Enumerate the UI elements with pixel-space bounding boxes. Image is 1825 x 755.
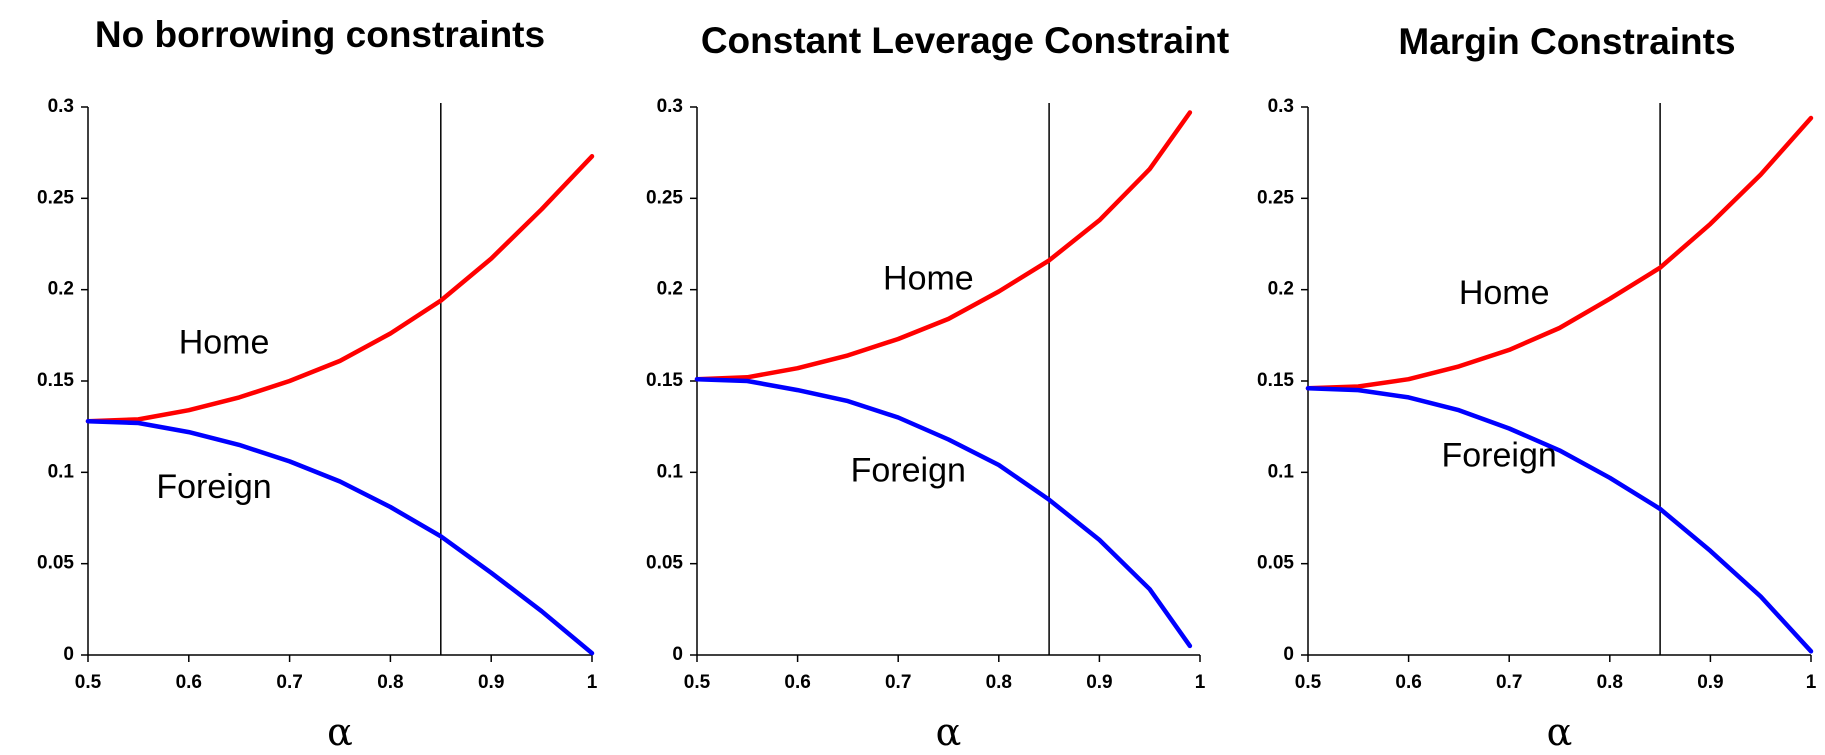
series-line-home — [694, 110, 1193, 382]
y-tick-label: 0.1 — [1268, 461, 1295, 482]
series-label-home: Home — [883, 260, 974, 298]
chart-panel-2: Constant Leverage Constraint 0 0.05 0.1 0.15… — [646, 20, 1229, 754]
y-tick-label: 0.25 — [1257, 187, 1294, 208]
x-tick-label: 0.8 — [1597, 672, 1623, 693]
chart-title: No borrowing constraints — [95, 14, 545, 55]
x-tick-label: 0.5 — [684, 672, 711, 693]
x-axis-label: α — [936, 710, 962, 754]
series-label-foreign: Foreign — [156, 468, 271, 506]
y-tick-label: 0.25 — [37, 187, 74, 208]
y-tick-label: 0.2 — [1268, 279, 1294, 300]
y-tick-label: 0.05 — [37, 553, 74, 574]
y-tick-label: 0.1 — [657, 461, 684, 482]
y-tick-label: 0 — [672, 644, 683, 665]
x-axis-label: α — [327, 710, 353, 754]
x-tick-label: 0.7 — [1496, 672, 1522, 693]
x-tick-label: 0.9 — [1086, 672, 1112, 693]
y-tick-label: 0 — [63, 644, 74, 665]
x-tick-label: 0.6 — [784, 672, 810, 693]
chart-panel-1: No borrowing constraints 0 0.05 0.1 0.15 0.2 0… — [37, 14, 598, 754]
x-tick-label: 0.8 — [986, 672, 1012, 693]
y-tick-label: 0 — [1283, 644, 1294, 665]
y-tick-label: 0.1 — [48, 461, 75, 482]
x-tick-label: 1 — [1806, 672, 1817, 693]
chart-title: Constant Leverage Constraint — [701, 20, 1229, 61]
y-tick-label: 0.25 — [646, 187, 683, 208]
series-label-home: Home — [179, 323, 270, 361]
x-tick-label: 0.7 — [885, 672, 911, 693]
series-label-home: Home — [1459, 274, 1550, 312]
y-tick-label: 0.2 — [657, 279, 683, 300]
x-axis-label: α — [1547, 710, 1573, 754]
y-tick-label: 0.05 — [646, 553, 683, 574]
y-tick-label: 0.3 — [48, 96, 74, 117]
x-tick-label: 1 — [1195, 672, 1206, 693]
y-tick-label: 0.15 — [646, 370, 683, 391]
x-tick-label: 0.6 — [1395, 672, 1421, 693]
series-label-foreign: Foreign — [1441, 437, 1556, 475]
series-line-foreign — [694, 376, 1193, 649]
y-tick-label: 0.15 — [1257, 370, 1294, 391]
y-tick-label: 0.05 — [1257, 553, 1294, 574]
series-label-foreign: Foreign — [851, 451, 966, 489]
y-tick-label: 0.2 — [48, 279, 74, 300]
series-line-foreign — [85, 418, 595, 656]
x-tick-label: 0.7 — [276, 672, 302, 693]
series-line-home — [85, 154, 595, 424]
chart-panel-3: Margin Constraints 0 0.05 0.1 0.15 0.2 0.25 0.3… — [1257, 21, 1817, 754]
x-tick-label: 0.8 — [377, 672, 403, 693]
x-tick-label: 0.5 — [75, 672, 102, 693]
series-line-foreign — [1305, 386, 1814, 654]
x-tick-label: 0.9 — [1697, 672, 1723, 693]
x-tick-label: 0.9 — [478, 672, 504, 693]
chart-title: Margin Constraints — [1398, 21, 1735, 62]
y-tick-label: 0.3 — [657, 96, 683, 117]
y-tick-label: 0.3 — [1268, 96, 1294, 117]
x-tick-label: 0.5 — [1295, 672, 1322, 693]
x-tick-label: 0.6 — [176, 672, 202, 693]
y-tick-label: 0.15 — [37, 370, 74, 391]
x-tick-label: 1 — [587, 672, 598, 693]
series-line-home — [1305, 115, 1814, 391]
